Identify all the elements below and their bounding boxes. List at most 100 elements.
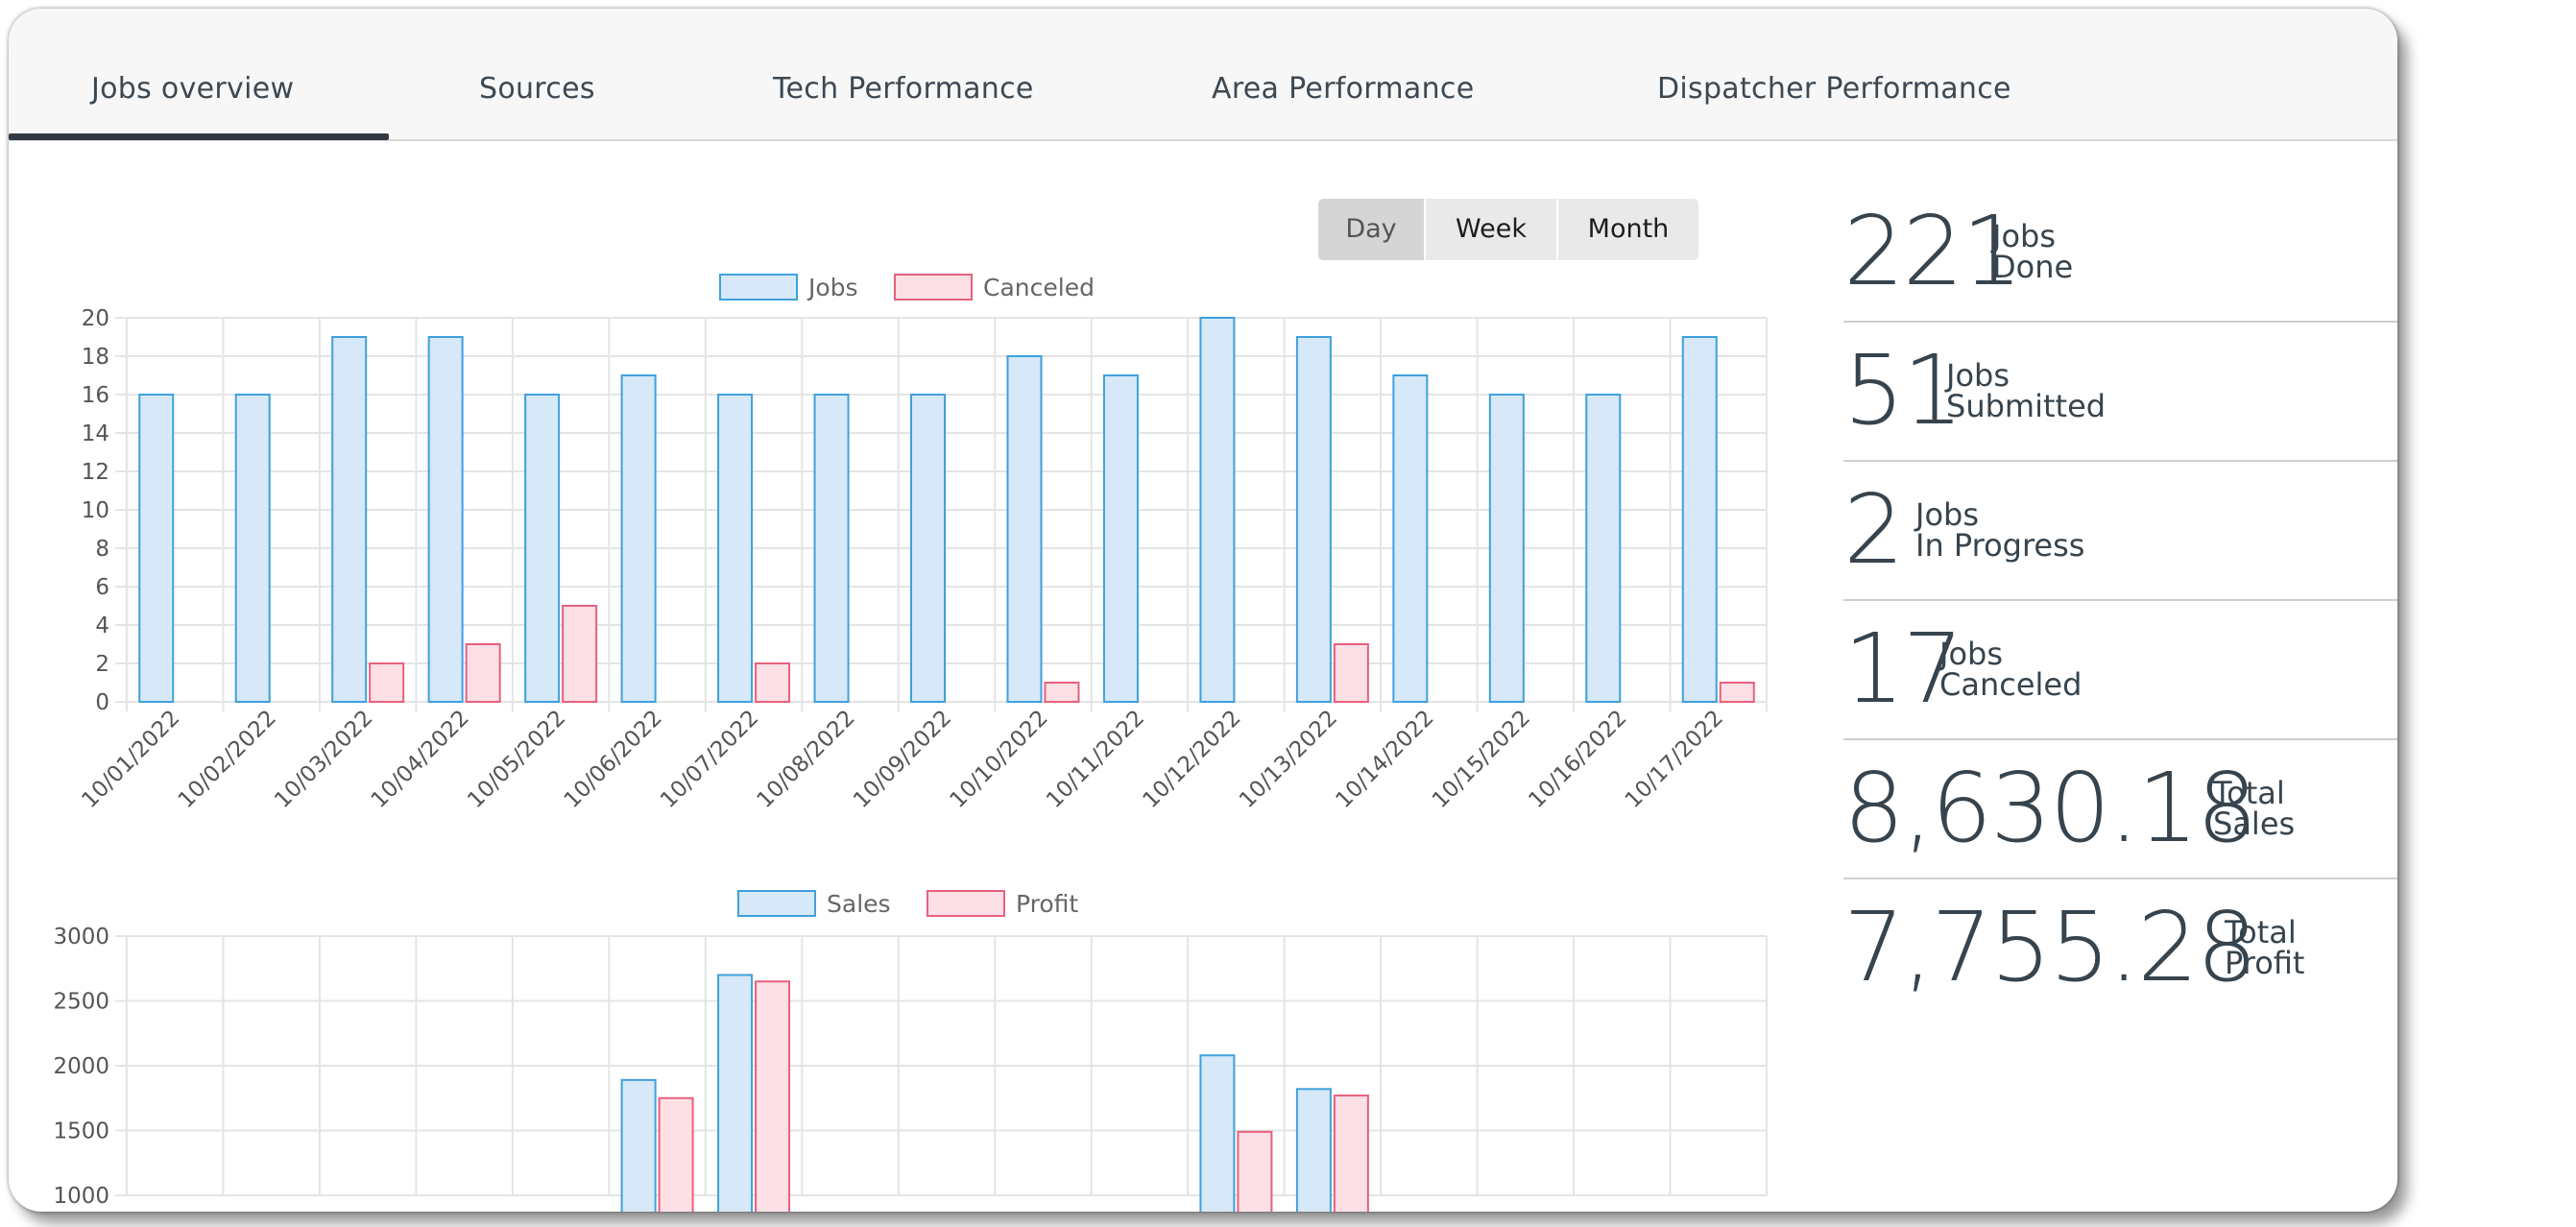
x-tick-label: 10/02/2022 xyxy=(174,706,281,813)
stat-value: 8,630.18 xyxy=(1843,752,2257,864)
sales-bar-chart: 1000 1500 2000 2500 3000 Sales Profit xyxy=(53,890,1768,1212)
x-tick-label: 10/03/2022 xyxy=(270,706,377,813)
dashboard-card: Jobs overview Sources Tech Performance A… xyxy=(9,9,2397,1212)
jobs-bar xyxy=(234,394,271,703)
x-tick-label: 10/17/2022 xyxy=(1621,706,1728,813)
stat-jobs-in-progress: 2 Jobs In Progress xyxy=(1843,460,2397,601)
x-tick-label: 10/08/2022 xyxy=(753,706,860,813)
legend-label: Sales xyxy=(827,890,891,918)
x-tick-label: 10/01/2022 xyxy=(77,706,184,813)
legend-label: Profit xyxy=(1016,890,1078,918)
y-tick-label: 6 xyxy=(95,575,109,600)
canceled-bar xyxy=(465,643,501,703)
jobs-bar xyxy=(331,336,368,703)
jobs-bar xyxy=(524,394,561,703)
x-tick-label: 10/06/2022 xyxy=(560,706,667,813)
profit-bar xyxy=(658,1096,694,1212)
jobs-bar xyxy=(427,336,464,703)
legend-swatch xyxy=(719,274,798,301)
legend-swatch xyxy=(894,274,973,301)
sales-bar xyxy=(1295,1088,1332,1212)
y-tick-label: 8 xyxy=(95,537,109,562)
y-tick-label: 18 xyxy=(82,345,109,370)
stat-jobs-submitted: 51 Jobs Submitted xyxy=(1843,321,2397,462)
y-tick-label: 4 xyxy=(95,614,109,638)
jobs-bar-chart: 0246810121416182010/01/202210/02/202210/… xyxy=(77,274,1768,813)
x-tick-label: 10/13/2022 xyxy=(1235,706,1342,813)
stat-jobs-done: 221 Jobs Done xyxy=(1843,181,2397,323)
stat-label: Jobs In Progress xyxy=(1915,496,2085,564)
jobs-bar xyxy=(1392,374,1429,703)
jobs-bar xyxy=(1199,317,1236,703)
jobs-bar xyxy=(1488,394,1525,703)
x-tick-label: 10/09/2022 xyxy=(849,706,956,813)
y-tick-label: 1000 xyxy=(53,1184,109,1209)
profit-bar xyxy=(1237,1130,1273,1212)
stat-value: 7,755.28 xyxy=(1843,891,2257,1003)
jobs-bar xyxy=(138,394,175,703)
x-tick-label: 10/05/2022 xyxy=(463,706,570,813)
canceled-bar xyxy=(1333,643,1369,703)
jobs-bar xyxy=(1006,355,1043,703)
stat-label: Jobs Canceled xyxy=(1939,636,2082,703)
y-tick-label: 16 xyxy=(82,383,109,408)
canceled-bar xyxy=(369,662,405,703)
x-tick-label: 10/04/2022 xyxy=(367,706,474,813)
y-tick-label: 0 xyxy=(95,690,109,715)
tab-dispatcher-performance[interactable]: Dispatcher Performance xyxy=(1657,72,2011,106)
x-tick-label: 10/10/2022 xyxy=(946,706,1053,813)
canceled-bar xyxy=(1044,682,1080,703)
y-tick-label: 12 xyxy=(82,460,109,485)
period-toggle: Day Week Month xyxy=(1318,199,1698,260)
y-tick-label: 2 xyxy=(95,652,109,677)
active-tab-indicator xyxy=(9,133,389,140)
tab-bar: Jobs overview Sources Tech Performance A… xyxy=(9,9,2397,141)
y-tick-label: 10 xyxy=(82,498,109,523)
legend-swatch xyxy=(737,890,816,917)
y-tick-label: 20 xyxy=(82,306,109,331)
profit-bar xyxy=(1333,1095,1369,1212)
jobs-bar xyxy=(1585,394,1622,703)
stat-total-profit: 7,755.28 Total Profit xyxy=(1843,878,2397,1017)
y-tick-label: 2000 xyxy=(53,1054,109,1079)
week-button[interactable]: Week xyxy=(1424,199,1556,260)
jobs-bar xyxy=(910,394,946,703)
stat-value: 17 xyxy=(1843,613,1963,725)
tab-tech-performance[interactable]: Tech Performance xyxy=(773,72,1034,106)
canceled-bar xyxy=(755,662,791,703)
x-tick-label: 10/07/2022 xyxy=(656,706,763,813)
legend-label: Jobs xyxy=(807,274,858,301)
tab-area-performance[interactable]: Area Performance xyxy=(1212,72,1475,106)
jobs-bar xyxy=(717,394,754,703)
stat-label: Jobs Done xyxy=(1992,218,2074,285)
y-tick-label: 14 xyxy=(82,421,109,446)
y-tick-label: 3000 xyxy=(53,925,109,950)
tab-sources[interactable]: Sources xyxy=(479,72,595,106)
profit-bar xyxy=(755,980,791,1212)
jobs-bar xyxy=(1681,336,1718,703)
canceled-bar xyxy=(1719,682,1755,703)
legend-label: Canceled xyxy=(983,274,1095,301)
tab-jobs-overview[interactable]: Jobs overview xyxy=(91,72,295,106)
y-tick-label: 1500 xyxy=(53,1119,109,1144)
stat-label: Total Profit xyxy=(2225,914,2305,981)
x-tick-label: 10/12/2022 xyxy=(1139,706,1246,813)
stat-value: 2 xyxy=(1843,473,1905,586)
x-tick-label: 10/16/2022 xyxy=(1524,706,1631,813)
jobs-bar xyxy=(813,394,850,703)
y-tick-label: 2500 xyxy=(53,990,109,1015)
sales-bar xyxy=(717,974,754,1212)
x-tick-label: 10/15/2022 xyxy=(1428,706,1535,813)
stat-label: Total Sales xyxy=(2213,775,2296,842)
canceled-bar xyxy=(562,605,598,703)
day-button[interactable]: Day xyxy=(1318,199,1424,260)
stat-total-sales: 8,630.18 Total Sales xyxy=(1843,738,2397,879)
stat-jobs-canceled: 17 Jobs Canceled xyxy=(1843,599,2397,740)
jobs-bar xyxy=(1295,336,1332,703)
sales-bar xyxy=(620,1078,657,1212)
stat-label: Jobs Submitted xyxy=(1946,357,2107,424)
month-button[interactable]: Month xyxy=(1556,199,1698,260)
jobs-bar xyxy=(620,374,657,703)
stat-value: 51 xyxy=(1843,334,1963,446)
x-tick-label: 10/14/2022 xyxy=(1331,706,1438,813)
